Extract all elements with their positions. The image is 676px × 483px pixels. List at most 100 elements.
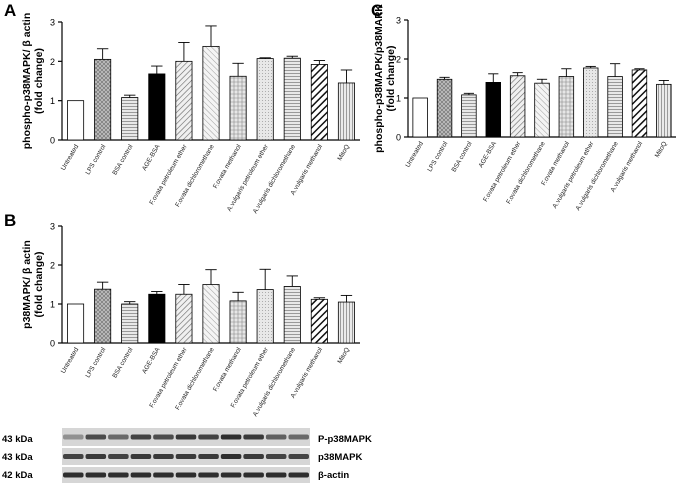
- y-tick-label: 2: [396, 55, 401, 65]
- blot-band: [153, 454, 174, 459]
- bar: [310, 64, 328, 141]
- panel-letter-c: C: [371, 1, 383, 20]
- blot-label-p-p38mapk: P-p38MAPK: [318, 434, 372, 445]
- x-tick-label: AGE-BSA: [141, 143, 162, 172]
- blot-band: [130, 434, 152, 440]
- blot-band: [265, 454, 287, 459]
- x-tick-label: A.vulgaris methanol: [289, 143, 324, 196]
- bar: [229, 75, 247, 141]
- blot-band: [63, 454, 84, 459]
- x-tick-label: A.vulgaris dichloromethane: [575, 140, 620, 212]
- panel-a-chart: 0 1 2 3 phospho-p38MAPK/ β actin(fold change…: [21, 13, 360, 215]
- bar: [202, 45, 220, 141]
- western-blot: 43 kDa 43 kDa 42 kDa P-p38MAPK p38MAPK β…: [2, 428, 372, 483]
- blot-band: [175, 434, 197, 440]
- bar: [337, 301, 355, 344]
- blot-band: [108, 472, 129, 478]
- x-tick-label: AGE-BSA: [141, 346, 162, 375]
- panel-letter-a: A: [4, 1, 16, 20]
- blot-band: [63, 472, 84, 478]
- bar: [583, 67, 599, 138]
- x-tick-label: LPS control: [426, 140, 449, 173]
- blot-band: [153, 472, 174, 478]
- bar: [310, 298, 328, 344]
- blot-band: [198, 434, 219, 440]
- blot-band: [220, 454, 242, 459]
- bar: [412, 97, 428, 138]
- blot-band: [243, 434, 264, 440]
- bar: [175, 293, 193, 344]
- x-tick-label: BSA control: [111, 346, 134, 379]
- x-tick-label: BSA control: [451, 140, 474, 173]
- y-tick-label: 2: [50, 57, 55, 67]
- blot-band: [85, 454, 107, 459]
- y-tick-label: 0: [396, 133, 401, 143]
- bar: [534, 82, 550, 138]
- y-axis-label: phospho-p38MAPK/ β actin(fold change): [21, 13, 45, 150]
- blot-band: [108, 434, 129, 440]
- blot-band: [220, 472, 242, 478]
- blot-band: [108, 454, 129, 459]
- y-axis-label: phospho-p38MAPK/p38MAPK(fold change): [373, 4, 397, 153]
- bar: [283, 286, 301, 344]
- x-tick-label: F.ovata methanol: [212, 143, 243, 190]
- x-tick-label: Untreated: [60, 143, 81, 172]
- panel-letter-b: B: [4, 211, 16, 230]
- x-tick-label: MitoQ: [654, 141, 669, 160]
- bar: [337, 82, 355, 141]
- y-tick-label: 0: [50, 339, 55, 349]
- bar: [121, 97, 139, 141]
- blot-band: [243, 472, 264, 478]
- bar: [283, 57, 301, 141]
- blot-band: [175, 472, 197, 478]
- x-tick-label: MitoQ: [336, 347, 351, 366]
- blot-band: [153, 434, 174, 440]
- bar: [67, 100, 85, 141]
- x-tick-label: A.vulgaris methanol: [289, 346, 324, 399]
- blot-kda-3: 42 kDa: [2, 470, 33, 481]
- y-tick-label: 0: [50, 136, 55, 146]
- bar: [256, 58, 274, 141]
- bar: [94, 288, 112, 344]
- blot-band: [198, 454, 219, 459]
- bar: [607, 76, 623, 138]
- x-tick-label: A.vulgaris petroleum ether: [551, 140, 595, 210]
- bar: [656, 83, 672, 138]
- y-tick-label: 3: [50, 18, 55, 28]
- x-tick-label: LPS control: [85, 346, 108, 379]
- blot-band: [288, 454, 309, 459]
- blot-band: [175, 454, 197, 459]
- blot-kda-2: 43 kDa: [2, 452, 33, 463]
- bar: [148, 73, 166, 141]
- y-tick-label: 1: [50, 96, 55, 106]
- bar: [121, 303, 139, 344]
- bar: [631, 69, 648, 138]
- bar: [558, 76, 575, 138]
- blot-band: [265, 434, 287, 440]
- bar: [175, 60, 193, 141]
- bar: [229, 300, 247, 344]
- y-tick-label: 1: [50, 300, 55, 310]
- blot-band: [220, 434, 242, 440]
- y-tick-label: 3: [50, 222, 55, 232]
- y-tick-label: 1: [396, 94, 401, 104]
- x-tick-label: F.ovata methanol: [212, 346, 243, 393]
- blot-band: [63, 434, 84, 440]
- blot-band: [85, 472, 107, 478]
- x-tick-label: Untreated: [60, 346, 81, 375]
- bar: [256, 289, 274, 344]
- blot-band: [130, 454, 152, 459]
- bar: [202, 284, 220, 344]
- bar: [509, 75, 526, 138]
- bar: [148, 293, 166, 344]
- bar: [67, 303, 85, 344]
- blot-band: [288, 472, 309, 478]
- y-axis-label: p38MAPK/ β actin(fold change): [21, 240, 45, 329]
- x-tick-label: BSA control: [111, 143, 134, 176]
- bar: [485, 82, 501, 138]
- blot-band: [265, 472, 287, 478]
- bar: [94, 58, 112, 141]
- blot-kda-1: 43 kDa: [2, 434, 33, 445]
